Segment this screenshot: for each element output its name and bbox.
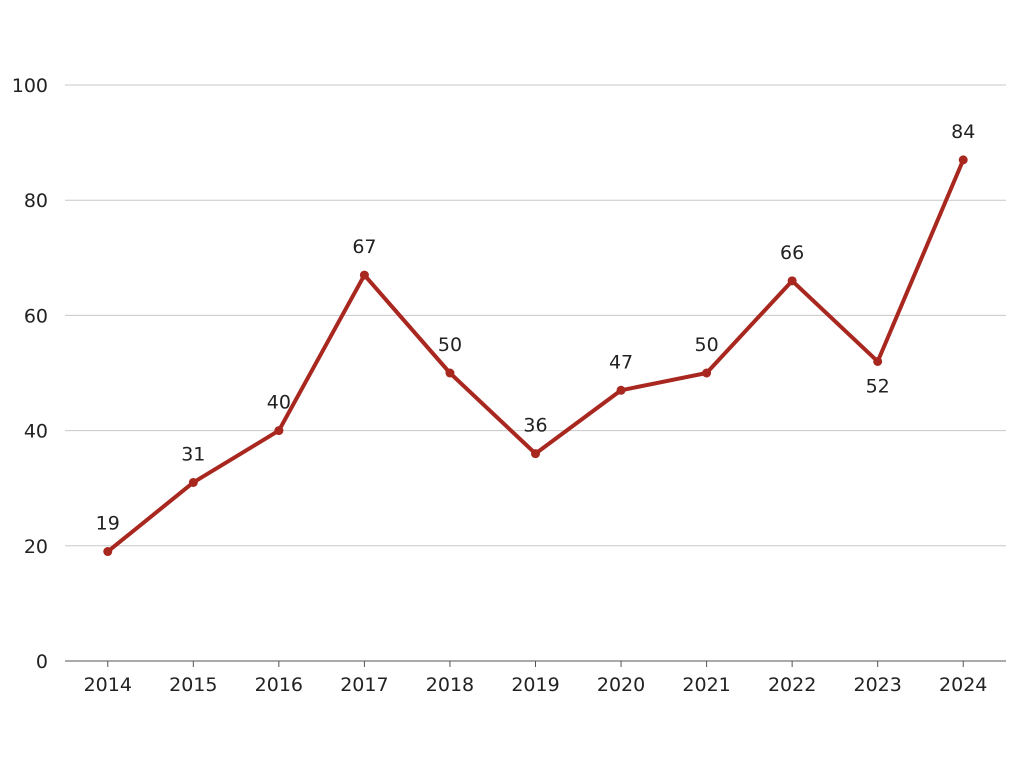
data-labels: 19 31 40 67 50 36 47 50 66 52 84 (96, 121, 976, 535)
data-point-2024 (958, 155, 968, 165)
data-label-2017: 67 (352, 236, 376, 258)
x-tick-label: 2020 (597, 674, 645, 696)
data-label-2016: 40 (267, 392, 291, 414)
data-label-2018: 50 (438, 334, 462, 356)
x-tick-label: 2023 (854, 674, 902, 696)
series-line (105, 157, 966, 554)
data-point-2015 (188, 477, 198, 487)
x-tick-label: 2018 (426, 674, 474, 696)
x-tick-label: 2015 (169, 674, 217, 696)
data-point-2016 (274, 426, 284, 436)
x-tick-label: 2017 (340, 674, 388, 696)
x-tick-label: 2019 (511, 674, 559, 696)
series-group (103, 155, 968, 557)
data-point-2017 (359, 270, 369, 280)
x-tick-label: 2021 (682, 674, 730, 696)
gridlines (65, 84, 1006, 547)
data-point-2019 (531, 449, 540, 459)
data-point-2021 (702, 368, 712, 378)
x-tick-label: 2014 (84, 674, 132, 696)
data-label-2023: 52 (866, 375, 890, 397)
data-label-2022: 66 (780, 242, 804, 264)
y-tick-label: 0 (36, 651, 48, 673)
y-tick-label: 80 (24, 190, 48, 212)
data-point-2023 (873, 356, 883, 366)
data-label-2020: 47 (609, 351, 633, 373)
axes: 0 20 40 60 80 100 2014 2015 2016 2017 2018 2019 2020… (12, 75, 1006, 696)
data-point-2018 (445, 368, 455, 378)
data-label-2014: 19 (96, 513, 120, 535)
data-point-2014 (103, 547, 113, 557)
x-tick-label: 2022 (768, 674, 816, 696)
data-label-2015: 31 (181, 443, 205, 465)
x-tick-label: 2016 (255, 674, 303, 696)
data-point-2020 (616, 385, 626, 395)
y-tick-label: 100 (12, 75, 48, 97)
data-point-2022 (787, 276, 797, 286)
y-tick-label: 60 (24, 305, 48, 327)
data-label-2019: 36 (523, 415, 547, 437)
x-tick-label: 2024 (939, 674, 987, 696)
y-tick-label: 20 (24, 536, 48, 558)
data-label-2024: 84 (951, 121, 975, 143)
data-label-2021: 50 (694, 334, 718, 356)
y-tick-label: 40 (24, 421, 48, 443)
